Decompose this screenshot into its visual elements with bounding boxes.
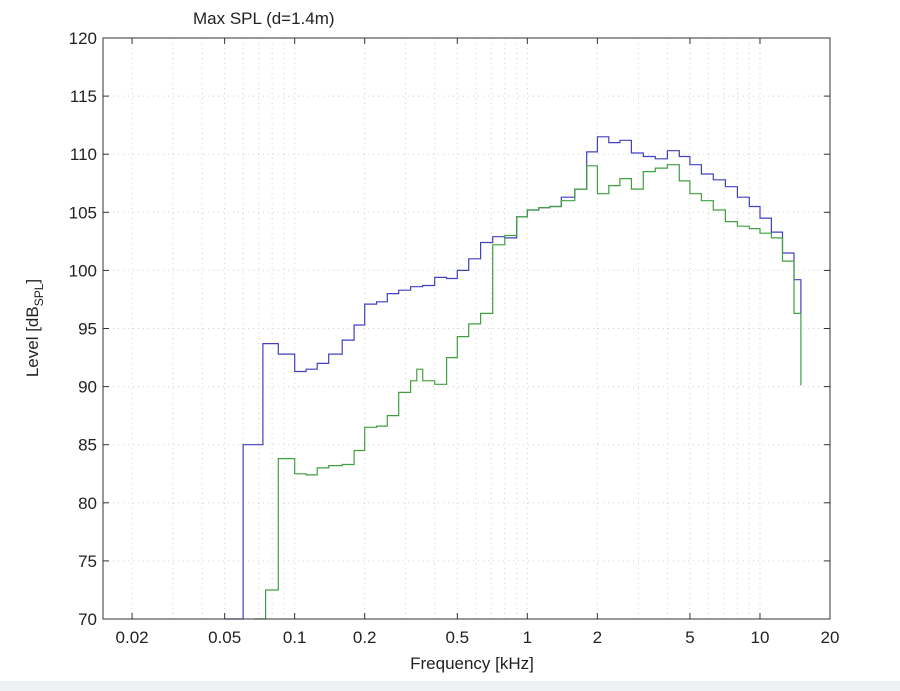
y-tick-label: 75 (78, 552, 97, 571)
y-tick-label: 105 (69, 203, 97, 222)
x-tick-label: 2 (593, 628, 602, 647)
y-axis-title-main: Level [dB (23, 306, 42, 377)
x-tick-label: 0.5 (445, 628, 469, 647)
y-tick-label: 120 (69, 29, 97, 48)
x-tick-label: 0.1 (283, 628, 307, 647)
chart-title: Max SPL (d=1.4m) (193, 9, 335, 28)
x-axis-title: Frequency [kHz] (410, 654, 534, 673)
y-tick-label: 110 (70, 145, 97, 164)
x-tick-label: 0.2 (353, 628, 377, 647)
series-line-2 (254, 164, 802, 620)
x-tick-label: 5 (685, 628, 694, 647)
y-tick-label: 90 (78, 378, 97, 397)
x-tick-label: 1 (523, 628, 532, 647)
y-tick-label: 85 (78, 436, 97, 455)
x-tick-label: 0.05 (208, 628, 241, 647)
x-tick-label: 0.02 (116, 628, 149, 647)
bottom-strip (0, 681, 900, 691)
y-tick-label: 95 (78, 320, 97, 339)
data-series (224, 136, 802, 620)
x-tick-label: 20 (821, 628, 840, 647)
y-tick-label: 70 (78, 610, 97, 629)
y-tick-label: 80 (78, 494, 97, 513)
grid-lines (103, 38, 830, 619)
x-tick-label: 10 (751, 628, 770, 647)
y-axis-title-subscript: SPL (32, 283, 46, 306)
axis-ticks: 0.02 0.05 0.1 0.2 0.5 1 2 5 10 20 70 75 80 85 90 95 100 1… (69, 29, 840, 647)
y-axis-title: Level [dBSPL] (23, 279, 46, 377)
y-tick-label: 115 (70, 87, 97, 106)
y-tick-label: 100 (69, 261, 97, 280)
y-axis-title-end: ] (23, 279, 42, 284)
